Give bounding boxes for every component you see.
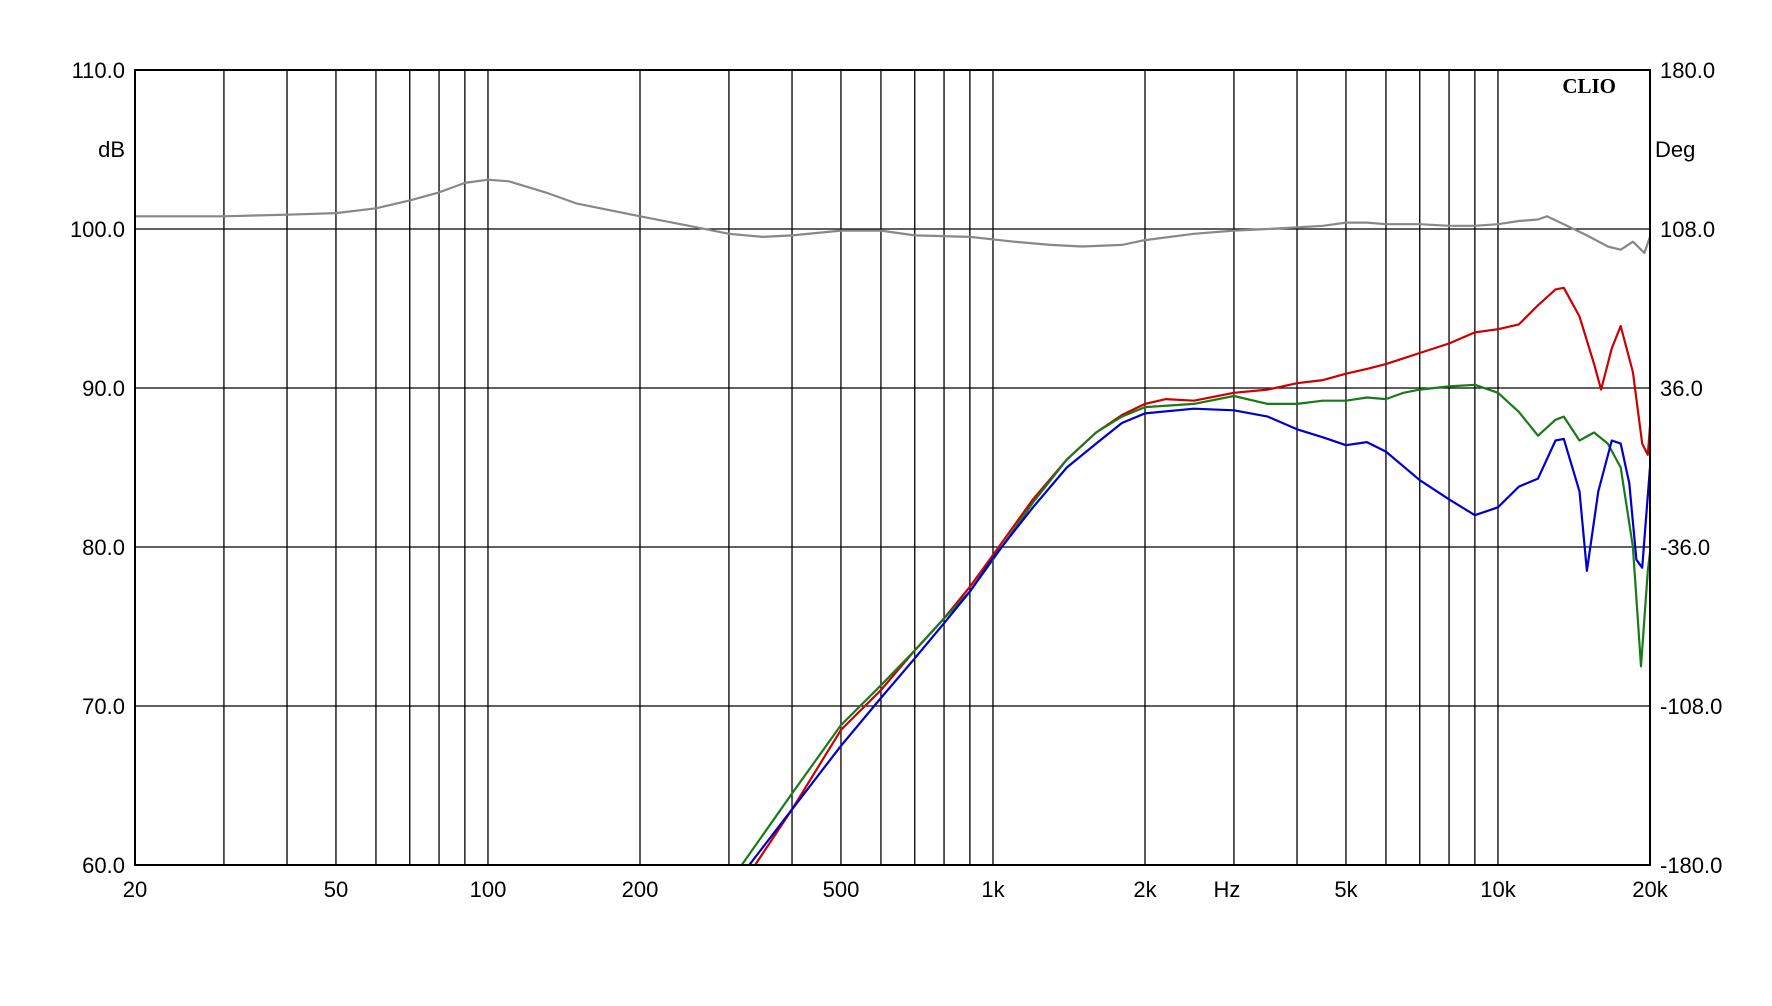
x-tick-label: 2k xyxy=(1133,877,1157,902)
x-tick-label: 10k xyxy=(1480,877,1516,902)
y-tick-label-right: -108.0 xyxy=(1660,694,1722,719)
x-axis-unit: Hz xyxy=(1214,877,1241,902)
series-line-3 xyxy=(740,383,1650,865)
y-tick-label-left: 70.0 xyxy=(82,694,125,719)
y-tick-label-left: 90.0 xyxy=(82,376,125,401)
x-tick-label: 100 xyxy=(470,877,507,902)
y-tick-label-left: 110.0 xyxy=(72,58,125,83)
x-tick-label: 50 xyxy=(324,877,348,902)
y-tick-label-right: 180.0 xyxy=(1660,58,1715,83)
axis-labels: 20 50 100 200 500 1k 2k 5k 10k 20k 60.0 70.0 80.0 90.… xyxy=(70,58,1722,902)
y-tick-label-right: -36.0 xyxy=(1660,535,1710,560)
y-axis-right-unit: Deg xyxy=(1655,137,1695,162)
y-tick-label-left: 80.0 xyxy=(82,535,125,560)
x-tick-label: 5k xyxy=(1334,877,1358,902)
series-line-4 xyxy=(747,407,1650,865)
data-series xyxy=(135,178,1650,865)
brand-label: CLIO xyxy=(1562,74,1616,98)
y-tick-label-right: 36.0 xyxy=(1660,376,1703,401)
y-tick-label-left: 60.0 xyxy=(82,853,125,878)
x-tick-label: 200 xyxy=(622,877,659,902)
series-line-2 xyxy=(753,286,1650,865)
y-tick-label-right: 108.0 xyxy=(1660,217,1715,242)
x-tick-label: 20 xyxy=(123,877,147,902)
grid-lines xyxy=(135,69,1650,866)
plot-frame xyxy=(134,69,1651,866)
y-tick-label-right: -180.0 xyxy=(1660,853,1722,878)
series-line-1 xyxy=(135,178,1650,254)
x-tick-label: 1k xyxy=(981,877,1005,902)
x-tick-label: 500 xyxy=(823,877,860,902)
y-axis-left-unit: dB xyxy=(98,137,125,162)
y-tick-label-left: 100.0 xyxy=(70,217,125,242)
x-tick-label: 20k xyxy=(1632,877,1668,902)
